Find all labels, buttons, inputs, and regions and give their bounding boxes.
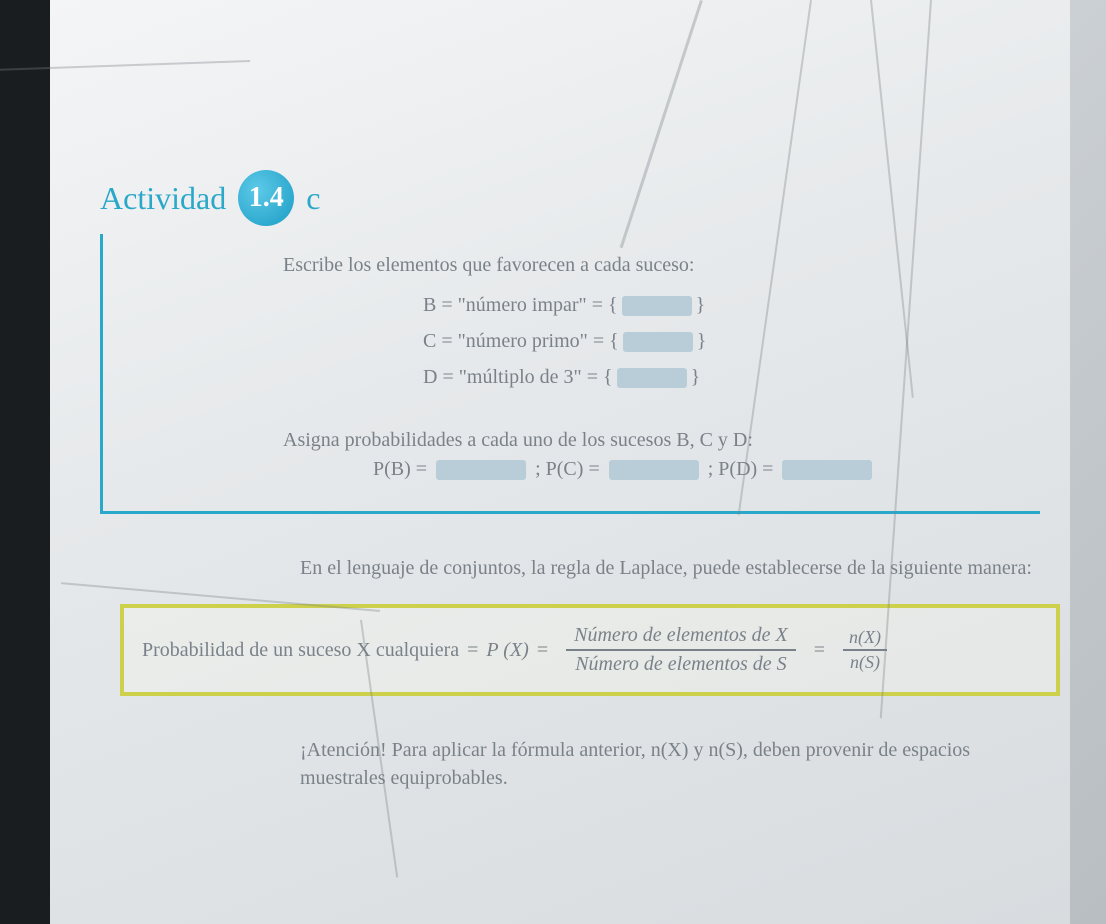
- set-letter: D: [423, 366, 437, 388]
- blank-input[interactable]: [436, 460, 526, 480]
- fraction-numerator: n(X): [843, 626, 887, 649]
- equals-sign: =: [537, 639, 548, 662]
- formula-lhs: Probabilidad de un suceso X cualquiera: [142, 639, 459, 662]
- blank-input[interactable]: [617, 368, 687, 388]
- equals-sign: =: [814, 639, 825, 662]
- laplace-formula-box: Probabilidad de un suceso X cualquiera =…: [120, 604, 1060, 696]
- set-desc: "número impar": [458, 294, 587, 316]
- set-letter: C: [423, 330, 436, 352]
- prob-label: P(D): [718, 458, 757, 480]
- fraction-numerator: Número de elementos de X: [566, 622, 796, 649]
- set-line-c: C = "número primo" = {}: [423, 323, 1020, 359]
- set-desc: "número primo": [458, 330, 588, 352]
- set-line-b: B = "número impar" = {}: [423, 287, 1020, 323]
- blank-input[interactable]: [782, 460, 872, 480]
- set-desc: "múltiplo de 3": [459, 366, 582, 388]
- set-letter: B: [423, 294, 436, 316]
- activity-number: 1.4: [249, 182, 284, 214]
- activity-number-badge: 1.4: [238, 170, 294, 226]
- question-1-prompt: Escribe los elementos que favorecen a ca…: [283, 254, 1020, 277]
- laplace-intro-text: En el lenguaje de conjuntos, la regla de…: [300, 554, 1040, 582]
- equals-sign: =: [467, 639, 478, 662]
- blank-input[interactable]: [623, 332, 693, 352]
- set-line-d: D = "múltiplo de 3" = {}: [423, 359, 1020, 395]
- blank-input[interactable]: [622, 296, 692, 316]
- textbook-page: Actividad 1.4 c Escribe los elementos qu…: [50, 0, 1070, 924]
- fraction-denominator: n(S): [844, 651, 886, 674]
- formula-fraction-symbols: n(X) n(S): [843, 626, 887, 674]
- viewer-left-strip: [0, 0, 50, 924]
- activity-header: Actividad 1.4 c: [100, 170, 1040, 226]
- blank-input[interactable]: [609, 460, 699, 480]
- probability-assignments: P(B) = ; P(C) = ; P(D) =: [373, 458, 1020, 481]
- set-definitions: B = "número impar" = {} C = "número prim…: [423, 287, 1020, 395]
- activity-frame: Escribe los elementos que favorecen a ca…: [100, 234, 1040, 514]
- prob-label: P(B): [373, 458, 411, 480]
- attention-note: ¡Atención! Para aplicar la fórmula anter…: [300, 736, 1040, 792]
- question-2-prompt: Asigna probabilidades a cada uno de los …: [283, 429, 1020, 452]
- formula-fraction-words: Número de elementos de X Número de eleme…: [566, 622, 796, 678]
- activity-label: Actividad: [100, 180, 226, 217]
- prob-label: P(C): [546, 458, 584, 480]
- attention-note-text: ¡Atención! Para aplicar la fórmula anter…: [300, 739, 970, 789]
- formula-px: P (X): [486, 639, 528, 662]
- fraction-denominator: Número de elementos de S: [567, 651, 794, 678]
- activity-suffix: c: [306, 180, 320, 217]
